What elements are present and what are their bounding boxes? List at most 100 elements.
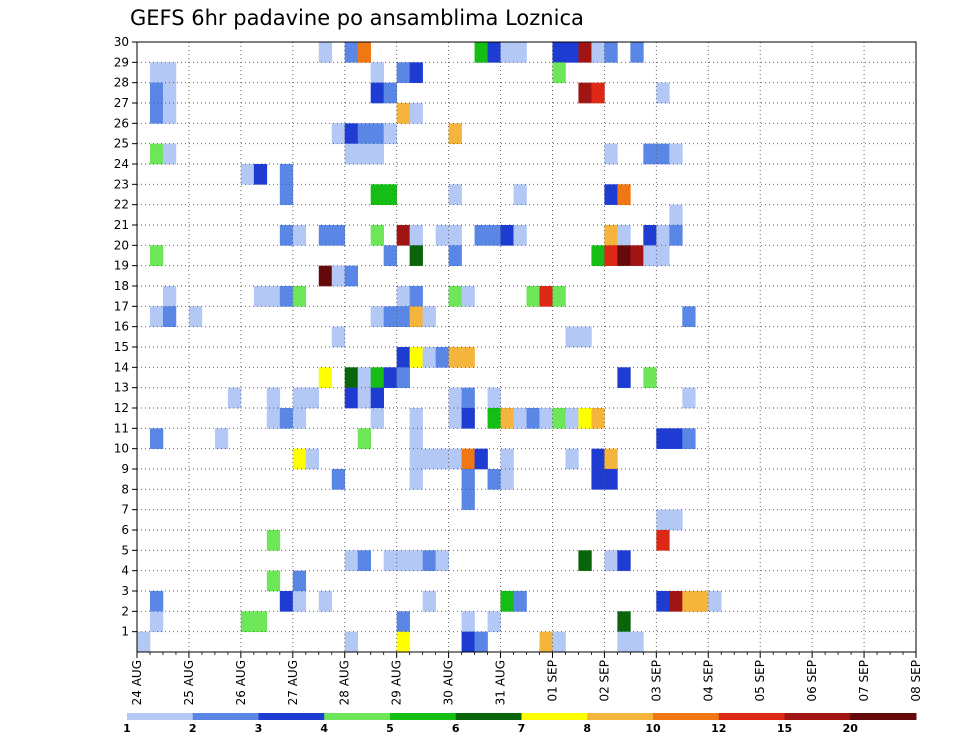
heatmap-cell: [552, 62, 566, 83]
heatmap-cell: [669, 509, 683, 531]
heatmap-cell: [539, 631, 553, 653]
heatmap-cell: [149, 143, 164, 165]
heatmap-cell: [292, 591, 307, 612]
heatmap-cell: [500, 448, 514, 470]
heatmap-cell: [383, 184, 397, 205]
heatmap-cell: [344, 387, 359, 409]
legend-swatch: [850, 713, 917, 720]
heatmap-cell: [162, 306, 177, 327]
heatmap-cell: [331, 469, 346, 490]
heatmap-cell: [591, 469, 605, 490]
heatmap-cell: [461, 469, 475, 490]
heatmap-cell: [370, 143, 384, 165]
heatmap-cell: [643, 245, 657, 266]
heatmap-cell: [383, 82, 397, 104]
heatmap-cell: [292, 286, 307, 307]
heatmap-cell: [396, 225, 410, 246]
heatmap-cell: [331, 265, 346, 287]
heatmap-cell: [409, 225, 423, 246]
heatmap-cell: [604, 550, 618, 571]
heatmap-cell: [487, 611, 501, 632]
heatmap-cell: [461, 347, 475, 368]
legend-label: 7: [518, 722, 526, 735]
y-tick-label: 12: [114, 401, 129, 415]
heatmap-cell: [617, 225, 631, 246]
heatmap-cell: [422, 448, 436, 470]
heatmap-cell: [643, 225, 657, 246]
heatmap-cell: [149, 306, 164, 327]
heatmap-cell: [344, 123, 359, 144]
heatmap-cell: [435, 448, 449, 470]
y-tick-label: 30: [114, 35, 129, 49]
x-tick-label: 06 SEP: [805, 660, 819, 702]
y-tick-label: 17: [114, 299, 129, 313]
heatmap-cell: [279, 164, 294, 185]
x-tick-label: 07 SEP: [857, 660, 871, 702]
heatmap-cell: [292, 225, 307, 246]
heatmap-cell: [162, 286, 177, 307]
heatmap-cell: [669, 143, 683, 165]
x-tick-label: 24 AUG: [130, 660, 144, 705]
heatmap-cells: [137, 42, 722, 653]
heatmap-cell: [669, 204, 683, 226]
heatmap-cell: [292, 448, 307, 470]
heatmap-cell: [253, 286, 268, 307]
legend-label: 6: [452, 722, 460, 735]
y-tick-label: 28: [114, 76, 129, 90]
heatmap-cell: [318, 225, 333, 246]
heatmap-cell: [487, 408, 501, 429]
heatmap-cell: [474, 448, 488, 470]
x-tick-label: 26 AUG: [234, 660, 248, 705]
heatmap-cell: [617, 245, 631, 266]
legend-label: 5: [386, 722, 394, 735]
heatmap-cell: [500, 469, 514, 490]
heatmap-cell: [344, 631, 359, 653]
heatmap-cell: [370, 225, 384, 246]
heatmap-cell: [656, 428, 670, 449]
heatmap-cell: [578, 550, 592, 571]
heatmap-cell: [617, 367, 631, 388]
heatmap-cell: [149, 103, 164, 124]
heatmap-cell: [656, 82, 670, 104]
y-tick-label: 9: [121, 462, 129, 476]
legend-swatch: [718, 713, 785, 720]
heatmap-cell: [422, 591, 436, 612]
heatmap-cell: [513, 42, 527, 63]
y-tick-label: 8: [121, 482, 129, 496]
heatmap-cell: [487, 225, 501, 246]
heatmap-cell: [422, 306, 436, 327]
heatmap-cell: [617, 631, 631, 653]
heatmap-cell: [188, 306, 203, 327]
heatmap-cell: [396, 306, 410, 327]
heatmap-cell: [526, 286, 540, 307]
heatmap-cell: [617, 611, 631, 632]
legend-label: 4: [320, 722, 328, 735]
y-tick-label: 15: [114, 340, 129, 354]
heatmap-cell: [409, 550, 423, 571]
chart-title: GEFS 6hr padavine po ansamblima Loznica: [130, 6, 584, 30]
x-tick-label: 28 AUG: [338, 660, 352, 705]
heatmap-cell: [591, 245, 605, 266]
legend-label: 10: [645, 722, 661, 735]
heatmap-cell: [656, 245, 670, 266]
heatmap-cell: [461, 286, 475, 307]
color-legend: 1 2 3 4 5 6 7 8 10 12 15 20: [123, 713, 917, 735]
y-tick-label: 29: [114, 55, 129, 69]
heatmap-cell: [461, 448, 475, 470]
heatmap-cell: [474, 631, 488, 653]
heatmap-cell: [604, 245, 618, 266]
heatmap-cell: [331, 123, 346, 144]
heatmap-cell: [318, 591, 333, 612]
heatmap-cell: [552, 408, 566, 429]
heatmap-cell: [149, 428, 164, 449]
heatmap-cell: [409, 408, 423, 429]
heatmap-cell: [279, 286, 294, 307]
y-tick-label: 23: [114, 177, 129, 191]
heatmap-cell: [500, 225, 514, 246]
x-tick-label: 25 AUG: [182, 660, 196, 705]
heatmap-cell: [461, 489, 475, 510]
legend-label: 20: [843, 722, 859, 735]
heatmap-cell: [461, 408, 475, 429]
heatmap-cell: [708, 591, 722, 612]
